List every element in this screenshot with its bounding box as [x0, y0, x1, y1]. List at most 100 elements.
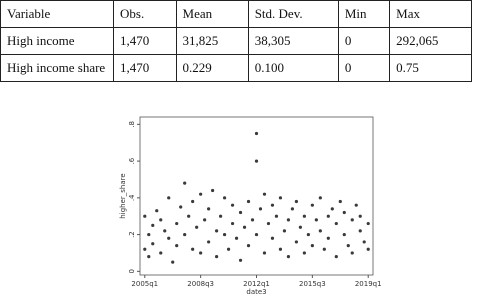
point [322, 247, 326, 251]
point [151, 223, 155, 227]
point [286, 255, 291, 259]
point [318, 196, 322, 200]
table-cell: 0 [337, 27, 391, 55]
point [342, 232, 346, 237]
point [215, 255, 219, 259]
y-tick-label: .8 [128, 121, 136, 128]
point [246, 199, 251, 204]
chart: 0 .2 .4 .6 .8 2005q1 2008q3 2012q1 2015q3 2019q1 d… [119, 116, 382, 296]
header-cell: Min [337, 0, 391, 28]
y-tick-label: 0 [128, 269, 136, 273]
point [314, 218, 318, 222]
x-tick-label: 2015q3 [299, 280, 326, 288]
point [151, 242, 155, 246]
x-axis-label: date3 [246, 288, 266, 296]
point [346, 244, 350, 248]
point [254, 232, 259, 237]
y-tick-label: .4 [128, 194, 136, 201]
table-row: High income 1,470 31,825 38,305 0 292,065 [0, 27, 472, 55]
point [290, 207, 295, 211]
header-cell: Max [389, 0, 472, 28]
point [338, 199, 342, 204]
point [258, 207, 263, 211]
point [207, 207, 211, 211]
point [250, 218, 255, 222]
point [254, 159, 259, 163]
point [147, 255, 151, 259]
point [187, 214, 191, 218]
point [294, 240, 298, 244]
point [310, 244, 314, 248]
point [175, 221, 179, 226]
x-tick-label: 2012q1 [243, 280, 270, 288]
table-cell: High income [0, 27, 114, 55]
point [246, 244, 251, 248]
point [222, 232, 227, 237]
x-tick-label: 2005q1 [131, 280, 158, 288]
point [167, 236, 171, 240]
table-cell: 38,305 [247, 27, 339, 55]
point [230, 221, 235, 226]
point [159, 251, 163, 255]
point [358, 229, 362, 233]
point [266, 221, 271, 226]
point [234, 236, 239, 240]
point [350, 251, 354, 255]
point [274, 214, 279, 218]
point [155, 209, 159, 213]
header-cell: Mean [175, 0, 249, 28]
table-cell: 1,470 [113, 54, 177, 82]
point [302, 251, 306, 255]
header-cell: Variable [0, 0, 114, 28]
point [242, 225, 247, 229]
table-cell: 31,825 [175, 27, 249, 55]
point [143, 247, 147, 251]
y-axis-label: higher_share [119, 173, 127, 218]
point [262, 192, 267, 196]
point [302, 214, 306, 218]
point [238, 258, 243, 262]
point [358, 214, 362, 218]
point [326, 214, 330, 218]
table-cell: 0.100 [247, 54, 339, 82]
point [199, 251, 203, 255]
point [183, 181, 187, 185]
point [179, 205, 183, 209]
point [203, 218, 207, 222]
point [342, 210, 346, 215]
header-cell: Std. Dev. [247, 0, 339, 28]
point [207, 240, 211, 244]
point [167, 196, 171, 200]
x-tick-label: 2019q1 [355, 280, 382, 288]
point [199, 192, 203, 196]
table-row: High income share 1,470 0.229 0.100 0 0.75 [0, 54, 472, 82]
point [354, 203, 358, 207]
x-tick-label: 2008q3 [187, 280, 214, 288]
point [366, 221, 370, 226]
header-cell: Obs. [113, 0, 177, 28]
point [318, 229, 322, 233]
point [191, 247, 195, 251]
table-cell: 1,470 [113, 27, 177, 55]
table-cell: 0.75 [389, 54, 472, 82]
point [366, 247, 370, 251]
point [211, 188, 215, 193]
y-tick-label: .2 [128, 231, 136, 238]
table-cell: High income share [0, 54, 114, 82]
table-cell: 0.229 [175, 54, 249, 82]
point [270, 203, 275, 207]
point [175, 244, 179, 248]
point [298, 225, 302, 229]
point [294, 199, 298, 204]
point [334, 255, 338, 259]
point [262, 251, 267, 255]
point [362, 240, 366, 244]
point [306, 232, 310, 237]
point [183, 232, 187, 237]
point [222, 196, 227, 200]
point [226, 247, 231, 251]
point [278, 247, 283, 251]
point [171, 260, 175, 264]
point [143, 214, 147, 218]
